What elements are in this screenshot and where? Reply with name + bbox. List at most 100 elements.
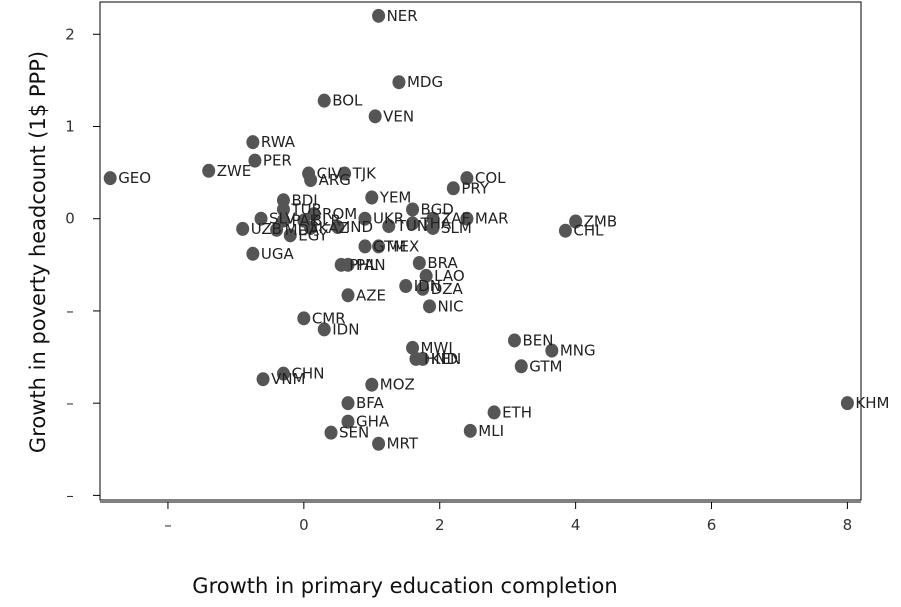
data-point-label-52: GTM [529, 357, 562, 375]
data-points [103, 8, 854, 451]
x-tick-label-3: 4 [571, 516, 581, 534]
data-point-label-0: NER [387, 7, 418, 25]
data-point-label-7: ZWE [217, 162, 252, 180]
data-point-30 [270, 222, 284, 237]
data-point-51 [416, 351, 430, 366]
data-point-label-29: UZB [251, 220, 282, 238]
data-point-47 [507, 333, 521, 348]
data-point-41 [399, 279, 413, 294]
data-point-label-12: PRY [461, 179, 490, 197]
x-axis-title: Growth in primary education completion [192, 574, 617, 598]
data-point-17 [307, 207, 321, 222]
data-point-label-56: BFA [356, 394, 385, 412]
data-point-label-59: GHA [356, 413, 390, 431]
data-point-label-16: TUR [290, 201, 322, 219]
data-point-61 [463, 423, 477, 438]
data-point-57 [487, 405, 501, 420]
data-point-48 [406, 340, 420, 355]
data-point-44 [423, 299, 437, 314]
data-point-52 [514, 359, 528, 374]
data-point-1 [392, 75, 406, 90]
data-point-40 [419, 268, 433, 283]
data-point-34 [358, 239, 372, 254]
data-point-12 [446, 181, 460, 196]
data-point-label-22: ZAF [441, 210, 470, 228]
y-tick-label-0: 2 [65, 25, 75, 43]
data-point-7 [202, 163, 216, 178]
plot-frame [99, 1, 862, 501]
data-point-label-23: MAR [475, 210, 509, 228]
data-point-42 [416, 281, 430, 296]
data-point-label-26: SLM [441, 219, 472, 237]
x-tick-label-5: 8 [843, 516, 853, 534]
data-point-4 [246, 135, 260, 150]
data-point-39 [341, 257, 355, 272]
data-point-29 [236, 221, 250, 236]
data-point-10 [304, 172, 318, 187]
data-point-label-8: CIV [317, 165, 343, 183]
x-tick-label-4: 6 [707, 516, 717, 534]
data-point-9 [338, 166, 352, 181]
data-point-label-60: SEN [339, 424, 369, 442]
data-point-49 [545, 343, 559, 358]
data-point-label-57: ETH [502, 403, 532, 421]
data-point-label-36: UGA [261, 245, 295, 263]
data-point-label-3: VEN [383, 107, 414, 125]
data-point-label-20: BLR [312, 212, 341, 230]
data-point-55 [365, 377, 379, 392]
data-point-label-11: COL [475, 169, 506, 187]
data-point-label-24: THA [420, 214, 452, 232]
data-point-label-30: MDA [285, 221, 320, 239]
data-point-label-55: MOZ [380, 376, 415, 394]
data-point-label-51: KEN [431, 350, 462, 368]
data-point-label-21: UKR [373, 210, 404, 228]
y-tick-label-4: – [66, 394, 74, 412]
data-point-label-45: CMR [312, 309, 346, 327]
data-point-label-37: BRA [427, 254, 458, 272]
data-point-5 [248, 153, 262, 168]
y-tick-label-2: 0 [65, 210, 75, 228]
x-tick-label-1: 0 [299, 516, 309, 534]
data-point-label-47: BEN [522, 331, 553, 349]
data-point-label-27: IND [346, 218, 373, 236]
data-point-label-42: DZA [431, 280, 464, 298]
data-point-label-35: MEX [387, 237, 420, 255]
data-point-label-39: PAN [356, 256, 386, 274]
data-point-label-5: PER [263, 152, 292, 170]
y-tick-label-5: – [66, 486, 74, 504]
x-tick-label-0: – [164, 516, 172, 534]
data-point-label-49: MNG [560, 342, 596, 360]
data-point-18 [254, 211, 268, 226]
data-point-label-43: AZE [356, 286, 386, 304]
data-point-label-9: TJK [352, 165, 378, 183]
data-point-56 [341, 396, 355, 411]
data-point-15 [406, 202, 420, 217]
y-axis-title: Growth in poverty headcount (1$ PPP) [26, 51, 50, 453]
data-point-label-4: RWA [261, 133, 296, 151]
data-point-label-10: ARG [319, 171, 351, 189]
data-point-label-61: MLI [478, 422, 504, 440]
x-axis-ticks: – 0 2 4 6 8 [164, 502, 852, 534]
data-point-label-33: CHL [573, 222, 604, 240]
data-point-label-54: VNM [271, 370, 305, 388]
data-point-23 [460, 211, 474, 226]
data-point-25 [382, 219, 396, 234]
data-point-label-25: TUN [396, 217, 428, 235]
data-point-2 [317, 93, 331, 108]
data-point-54 [256, 372, 270, 387]
data-point-32 [569, 214, 583, 229]
data-point-3 [368, 109, 382, 124]
data-point-label-15: BGD [421, 201, 454, 219]
y-axis-ticks: 2 1 0 – – – [65, 25, 100, 504]
data-point-label-32: ZMB [584, 212, 618, 230]
data-point-label-62: MRT [387, 435, 419, 453]
data-point-label-1: MDG [407, 73, 443, 91]
y-tick-label-3: – [66, 302, 74, 320]
data-point-53 [276, 366, 290, 381]
data-point-36 [246, 246, 260, 261]
data-point-62 [372, 436, 386, 451]
data-point-label-28: KAZ [319, 219, 349, 237]
data-point-label-19: PAK [291, 212, 320, 230]
data-point-label-40: LAO [434, 267, 465, 285]
